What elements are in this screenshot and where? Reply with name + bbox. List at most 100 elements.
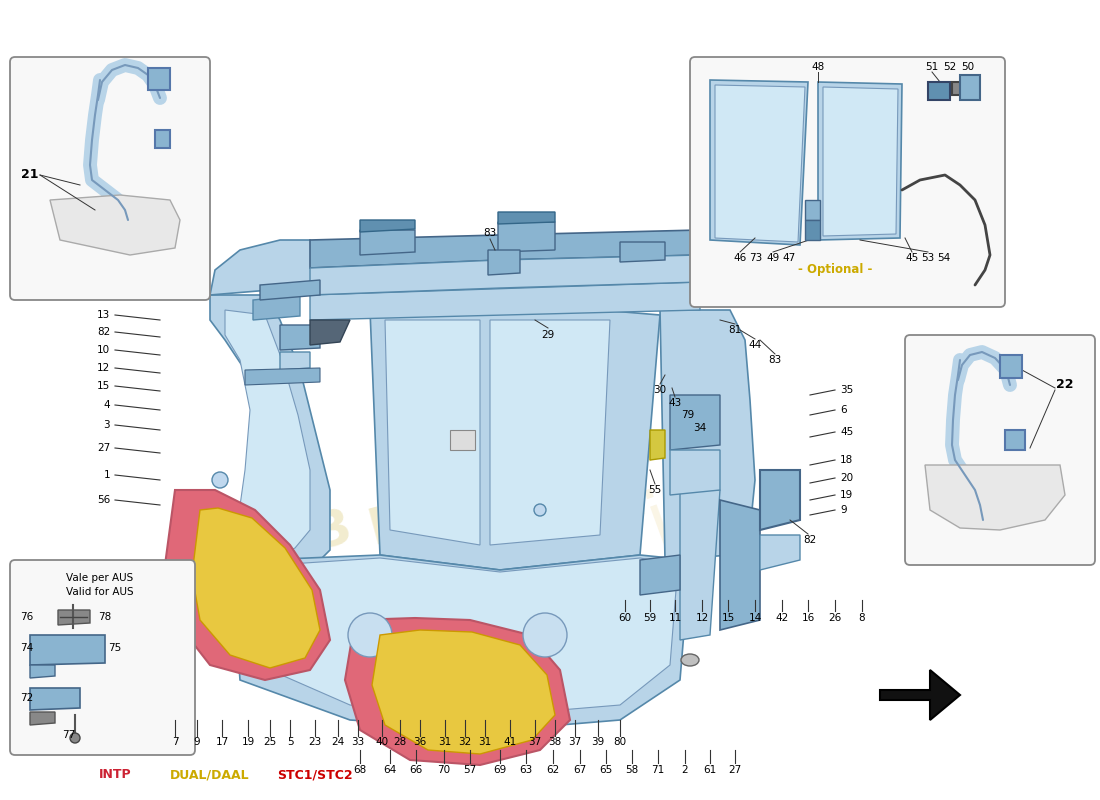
Text: 33: 33 xyxy=(351,737,364,747)
Text: 45: 45 xyxy=(840,427,854,437)
Polygon shape xyxy=(498,212,556,224)
Text: 26: 26 xyxy=(828,613,842,623)
Circle shape xyxy=(70,733,80,743)
Polygon shape xyxy=(925,465,1065,530)
Text: 38: 38 xyxy=(549,737,562,747)
Text: 48: 48 xyxy=(812,62,825,72)
Text: 76: 76 xyxy=(20,612,33,622)
Text: 35: 35 xyxy=(840,385,854,395)
Text: 61: 61 xyxy=(703,765,716,775)
Text: 28: 28 xyxy=(394,737,407,747)
Text: 17: 17 xyxy=(216,737,229,747)
Polygon shape xyxy=(760,535,800,570)
Text: 67: 67 xyxy=(573,765,586,775)
Polygon shape xyxy=(165,490,330,680)
Text: 25: 25 xyxy=(263,737,276,747)
Text: 52: 52 xyxy=(944,62,957,72)
Text: 56: 56 xyxy=(97,495,110,505)
Text: 9: 9 xyxy=(194,737,200,747)
Polygon shape xyxy=(155,130,170,148)
Text: ferrari: ferrari xyxy=(437,485,683,635)
Text: 41: 41 xyxy=(504,737,517,747)
Text: 15: 15 xyxy=(97,381,110,391)
Text: 82: 82 xyxy=(803,535,816,545)
Text: 57: 57 xyxy=(463,765,476,775)
Polygon shape xyxy=(310,320,350,345)
Text: 21: 21 xyxy=(21,169,38,182)
Text: 11: 11 xyxy=(669,613,682,623)
FancyBboxPatch shape xyxy=(10,560,195,755)
Text: 60: 60 xyxy=(618,613,631,623)
Polygon shape xyxy=(245,368,320,385)
Polygon shape xyxy=(360,220,415,232)
Polygon shape xyxy=(880,670,960,720)
Polygon shape xyxy=(650,430,666,460)
Text: STC1/STC2: STC1/STC2 xyxy=(277,769,353,782)
Text: 66: 66 xyxy=(409,765,422,775)
Text: 31: 31 xyxy=(478,737,492,747)
Text: 22: 22 xyxy=(1056,378,1074,391)
Ellipse shape xyxy=(681,654,698,666)
Text: 12: 12 xyxy=(97,363,110,373)
Text: 2: 2 xyxy=(682,765,689,775)
Text: 27: 27 xyxy=(97,443,110,453)
Polygon shape xyxy=(192,508,320,668)
Text: 80: 80 xyxy=(614,737,627,747)
Polygon shape xyxy=(715,85,805,242)
Polygon shape xyxy=(385,320,480,545)
Text: 39: 39 xyxy=(592,737,605,747)
Polygon shape xyxy=(230,540,690,730)
Text: 20: 20 xyxy=(840,473,854,483)
Text: 9: 9 xyxy=(840,505,847,515)
Text: 7: 7 xyxy=(172,737,178,747)
Text: 19: 19 xyxy=(840,490,854,500)
Text: 73: 73 xyxy=(749,253,762,263)
Text: 27: 27 xyxy=(728,765,741,775)
Polygon shape xyxy=(310,255,700,295)
Text: 42: 42 xyxy=(776,613,789,623)
Polygon shape xyxy=(1000,355,1022,378)
Text: 65: 65 xyxy=(600,765,613,775)
Text: 32: 32 xyxy=(459,737,472,747)
Polygon shape xyxy=(620,242,666,262)
Text: 44: 44 xyxy=(748,340,761,350)
Circle shape xyxy=(522,613,566,657)
Text: DUAL/DAAL: DUAL/DAAL xyxy=(170,769,250,782)
Text: 23: 23 xyxy=(308,737,321,747)
Polygon shape xyxy=(805,200,820,220)
Text: 81: 81 xyxy=(728,325,741,335)
Circle shape xyxy=(534,504,546,516)
Polygon shape xyxy=(260,280,320,300)
Text: 43: 43 xyxy=(669,398,682,408)
Polygon shape xyxy=(928,82,950,100)
Polygon shape xyxy=(450,430,475,450)
Text: INTP: INTP xyxy=(99,769,131,782)
Circle shape xyxy=(212,472,228,488)
Text: 30: 30 xyxy=(653,385,667,395)
Polygon shape xyxy=(960,75,980,100)
Text: 36: 36 xyxy=(414,737,427,747)
Polygon shape xyxy=(226,310,310,558)
Polygon shape xyxy=(710,80,808,245)
Text: 58: 58 xyxy=(626,765,639,775)
Polygon shape xyxy=(818,82,902,240)
Polygon shape xyxy=(805,220,820,240)
Text: 6: 6 xyxy=(840,405,847,415)
Text: 5: 5 xyxy=(287,737,294,747)
Text: 37: 37 xyxy=(569,737,582,747)
Text: 34: 34 xyxy=(693,423,706,433)
Text: 83: 83 xyxy=(769,355,782,365)
Polygon shape xyxy=(50,195,180,255)
Text: 15: 15 xyxy=(722,613,735,623)
Polygon shape xyxy=(280,325,320,350)
Polygon shape xyxy=(30,635,105,665)
Text: 75: 75 xyxy=(108,643,121,653)
Polygon shape xyxy=(488,250,520,275)
Text: 45: 45 xyxy=(905,253,918,263)
Text: 16: 16 xyxy=(802,613,815,623)
Text: 31: 31 xyxy=(439,737,452,747)
Polygon shape xyxy=(720,500,760,630)
Text: 74: 74 xyxy=(20,643,33,653)
Text: 46: 46 xyxy=(734,253,747,263)
Polygon shape xyxy=(148,68,170,90)
